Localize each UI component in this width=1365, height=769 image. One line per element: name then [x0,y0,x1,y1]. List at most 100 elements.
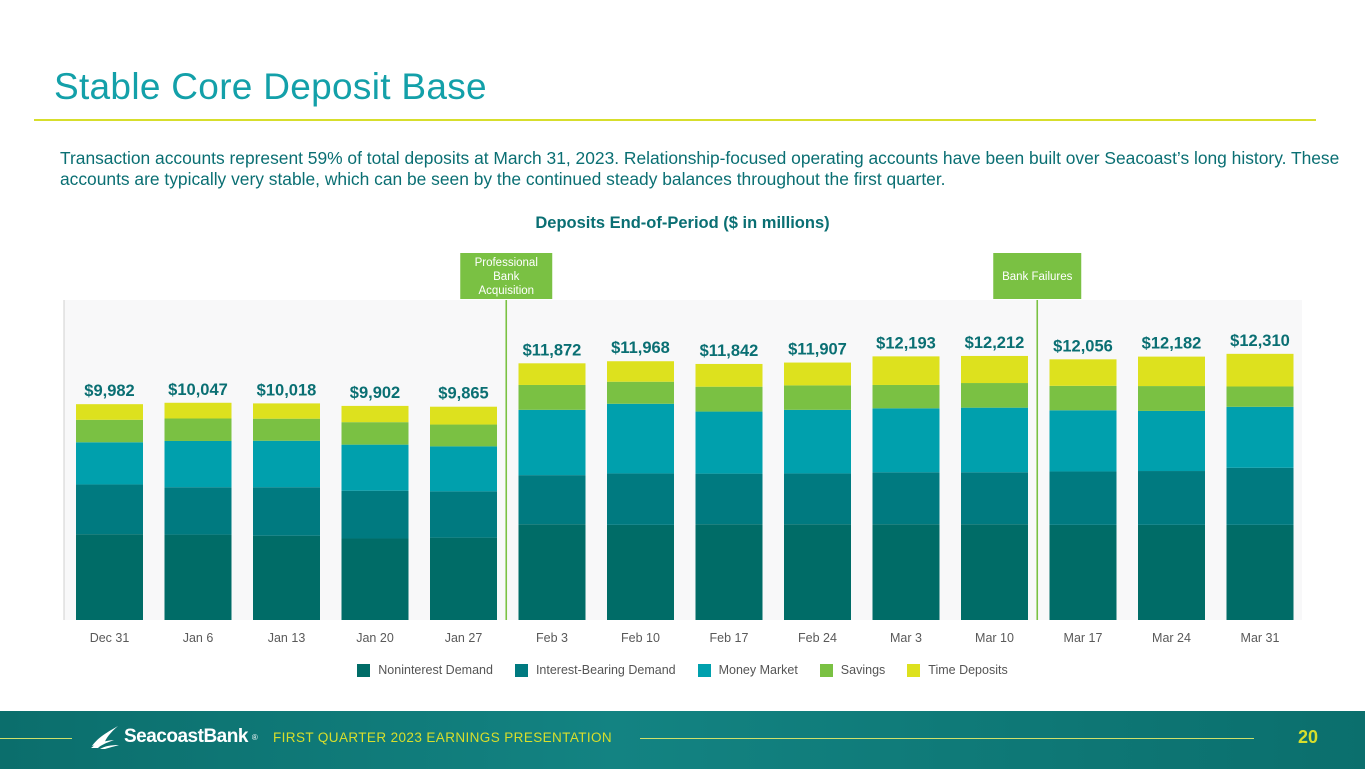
legend-label: Money Market [718,663,798,677]
bar-noninterest-demand-mar-17 [1049,524,1117,620]
bar-time-deposits-dec-31 [76,404,143,420]
brand-name: SeacoastBank [124,726,248,747]
chart-title: Deposits End-of-Period ($ in millions) [535,214,830,232]
data-label-total: $9,982 [84,382,134,400]
bar-noninterest-demand-feb-10 [607,524,674,620]
bar-interest-bearing-demand-feb-10 [607,473,674,525]
bar-money-market-feb-3 [518,409,586,476]
bar-time-deposits-mar-3 [872,356,940,385]
bar-time-deposits-jan-20 [341,405,409,423]
bar-money-market-jan-27 [430,446,497,492]
bar-savings-jan-13 [253,418,320,441]
bar-money-market-feb-24 [784,409,851,474]
bar-money-market-jan-13 [253,440,320,488]
bar-noninterest-demand-mar-24 [1138,524,1205,620]
data-label-total: $12,193 [876,334,936,352]
bar-savings-feb-24 [784,385,851,410]
footer-band: SeacoastBank ® FIRST QUARTER 2023 EARNING… [0,711,1365,769]
bar-interest-bearing-demand-dec-31 [76,484,143,535]
bar-savings-jan-20 [341,422,409,445]
annotation-label-0: Professional Bank Acquisition [475,257,538,297]
legend-item: Money Market [697,663,798,677]
legend-item: Interest-Bearing Demand [514,663,676,677]
data-label-total: $11,907 [788,341,847,359]
bar-money-market-jan-6 [164,440,232,488]
bar-savings-feb-10 [607,381,674,404]
bar-time-deposits-mar-24 [1138,356,1205,387]
bar-time-deposits-feb-17 [695,363,763,387]
data-label-total: $11,842 [700,342,759,360]
bar-savings-feb-3 [518,384,586,410]
bar-money-market-mar-17 [1049,410,1117,472]
bar-savings-mar-10 [961,383,1028,408]
bar-savings-jan-6 [164,418,232,441]
legend-swatch [697,663,711,677]
bar-interest-bearing-demand-feb-3 [518,475,586,525]
data-label-total: $11,968 [611,339,670,357]
x-tick-label: Feb 17 [710,631,749,645]
x-tick-label: Feb 3 [536,631,568,645]
x-tick-label: Mar 17 [1064,631,1103,645]
legend-label: Interest-Bearing Demand [535,663,676,677]
x-tick-label: Mar 31 [1241,631,1280,645]
bar-savings-dec-31 [76,419,143,443]
legend-label: Noninterest Demand [378,663,493,677]
bar-savings-mar-3 [872,384,940,409]
bar-interest-bearing-demand-mar-10 [961,472,1028,525]
bar-savings-mar-24 [1138,386,1205,411]
bar-interest-bearing-demand-feb-17 [695,473,763,525]
bar-interest-bearing-demand-mar-3 [872,472,940,525]
legend-label: Time Deposits [928,663,1008,677]
bar-noninterest-demand-jan-27 [430,537,497,620]
bar-money-market-mar-3 [872,408,940,473]
page-number: 20 [1297,727,1318,747]
bar-savings-feb-17 [695,386,763,412]
data-label-total: $12,056 [1053,337,1113,355]
annotation-box-0 [460,253,553,299]
footer-rule-left [0,738,72,739]
chart-legend: Noninterest Demand Interest-Bearing Deman… [0,663,1365,677]
bar-interest-bearing-demand-feb-24 [784,473,851,525]
annotation-box-1 [993,253,1082,299]
bar-noninterest-demand-jan-6 [164,534,232,620]
data-label-total: $9,865 [438,385,488,403]
bar-savings-mar-17 [1049,385,1117,411]
annotation-label-1: Bank Failures [1002,271,1073,283]
legend-swatch [819,663,833,677]
intro-paragraph: Transaction accounts represent 59% of to… [60,148,1340,189]
x-tick-label: Mar 24 [1152,631,1191,645]
x-tick-label: Jan 13 [268,631,306,645]
x-tick-label: Feb 24 [798,631,837,645]
x-tick-label: Dec 31 [90,631,130,645]
x-tick-label: Jan 20 [356,631,394,645]
bar-savings-mar-31 [1226,386,1294,407]
bar-money-market-feb-17 [695,411,763,474]
bar-time-deposits-mar-10 [961,355,1028,384]
seacoast-wave-icon [91,726,119,749]
x-tick-label: Mar 3 [890,631,922,645]
bar-interest-bearing-demand-mar-24 [1138,471,1205,525]
bar-time-deposits-feb-3 [518,363,586,385]
x-tick-label: Jan 27 [445,631,483,645]
brand-logo: SeacoastBank ® [90,724,258,750]
data-label-total: $10,018 [257,381,317,399]
brand-trademark: ® [251,732,258,742]
bar-money-market-mar-31 [1226,406,1294,468]
bar-time-deposits-jan-6 [164,402,232,419]
data-label-total: $12,182 [1142,335,1202,353]
x-tick-label: Jan 6 [183,631,214,645]
bar-time-deposits-jan-13 [253,403,320,419]
legend-swatch [514,663,528,677]
bar-time-deposits-mar-31 [1226,353,1294,387]
bar-interest-bearing-demand-jan-27 [430,491,497,538]
legend-item: Noninterest Demand [357,663,493,677]
presentation-name: FIRST QUARTER 2023 EARNINGS PRESENTATION [273,730,613,745]
deposits-chart: $9,982 Dec 31 $10,047 Jan 6 $10,018 Jan 13 $9,… [63,253,1294,645]
bar-interest-bearing-demand-jan-13 [253,487,320,536]
title-divider [34,119,1316,121]
bar-time-deposits-feb-10 [607,361,674,382]
bar-noninterest-demand-mar-31 [1226,524,1294,620]
data-label-total: $12,212 [965,334,1025,352]
data-label-total: $10,047 [168,381,228,399]
x-tick-label: Feb 10 [621,631,660,645]
